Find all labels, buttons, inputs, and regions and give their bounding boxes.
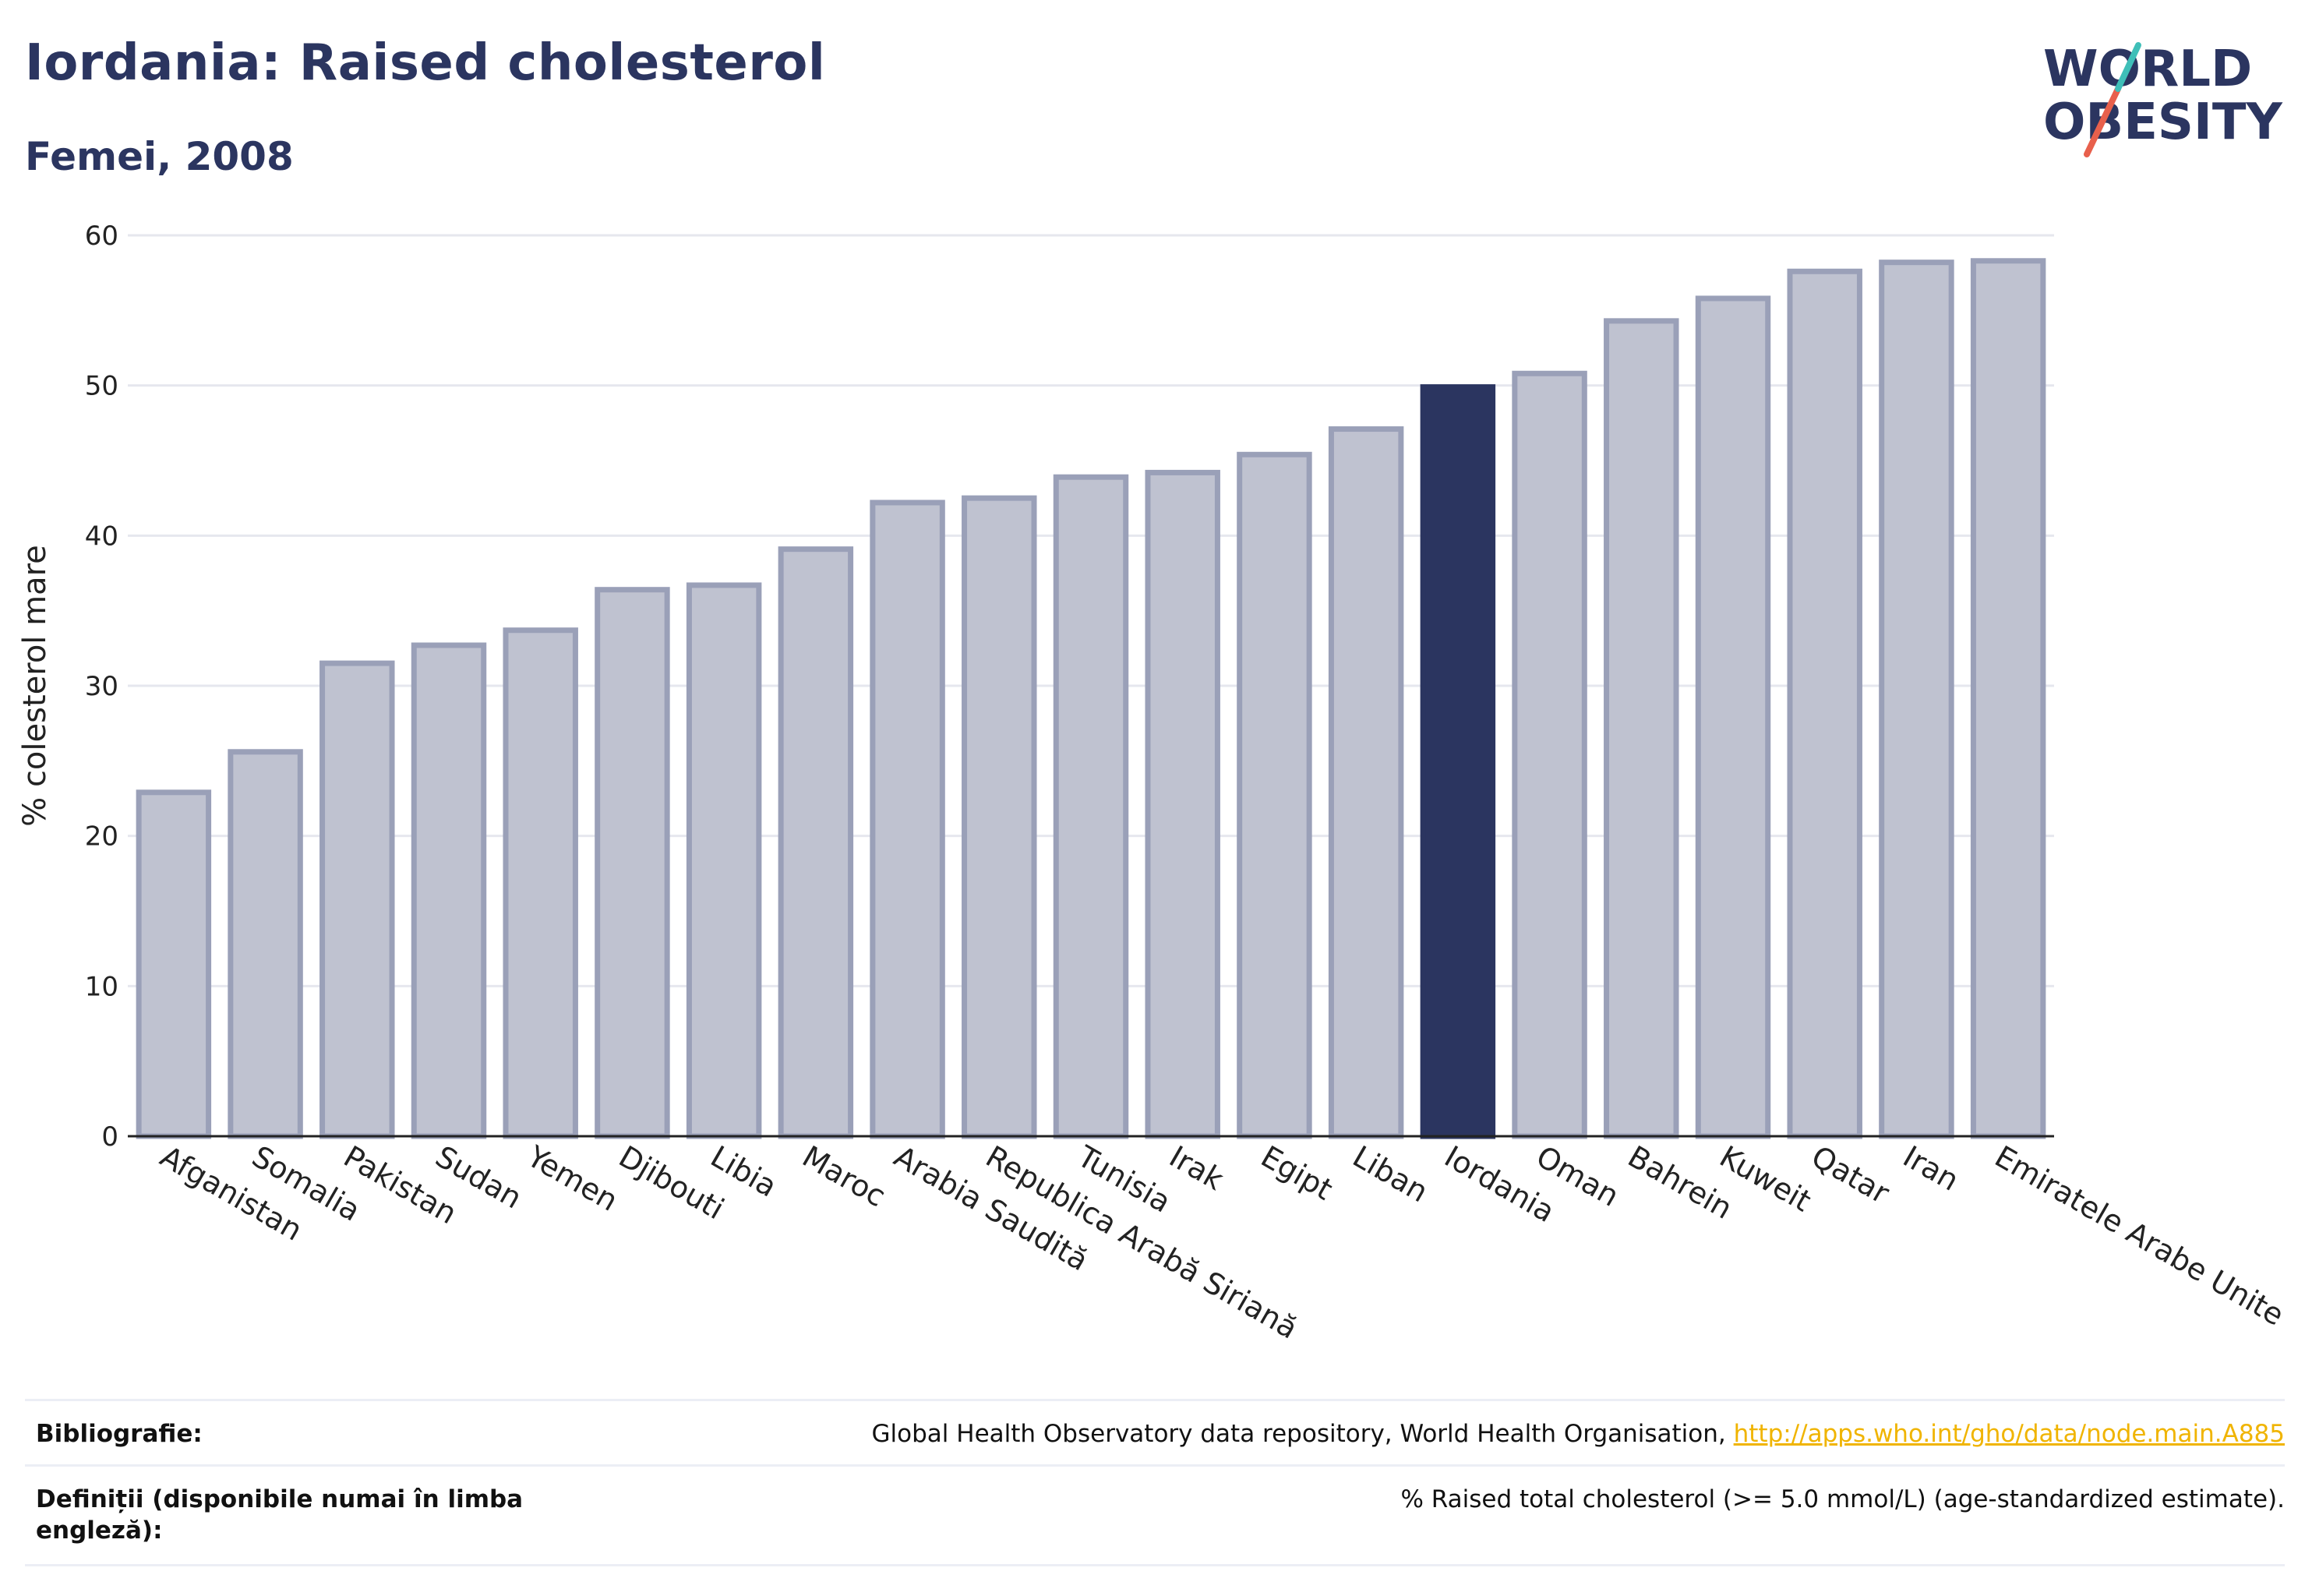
y-tick-label: 10 bbox=[85, 971, 118, 1002]
logo-teal-slash bbox=[2115, 42, 2141, 92]
definitions-label: Definiții (disponibile numai în limba en… bbox=[36, 1485, 524, 1545]
world-obesity-logo: WORLD OBESITY bbox=[2043, 41, 2282, 157]
y-axis-title: % colesterol mare bbox=[17, 545, 53, 827]
x-tick-label: Liban bbox=[1347, 1139, 1434, 1209]
y-tick-label: 20 bbox=[85, 821, 118, 853]
logo-line1: WORLD bbox=[2043, 41, 2252, 98]
x-tick-label: Iran bbox=[1897, 1139, 1964, 1198]
y-tick-label: 50 bbox=[85, 371, 118, 402]
bar-bahrein bbox=[1604, 318, 1679, 1139]
bibliography-label: Bibliografie: bbox=[36, 1420, 203, 1448]
bar-oman bbox=[1512, 370, 1587, 1139]
bibliography-value: Global Health Observatory data repositor… bbox=[872, 1418, 2285, 1449]
bar-arabia-saudită bbox=[870, 500, 945, 1139]
y-tick-label: 40 bbox=[85, 521, 118, 552]
bar-chart: 0 10 20 30 40 50 60 AfganistanSomaliaPakistanS… bbox=[17, 221, 2289, 1346]
x-axis-labels: AfganistanSomaliaPakistanSudanYemenDjibo… bbox=[154, 1139, 2289, 1345]
page-subtitle: Femei, 2008 bbox=[25, 134, 294, 179]
x-tick-label: Yemen bbox=[521, 1139, 623, 1218]
logo-red-slash bbox=[2084, 86, 2121, 157]
bar-yemen bbox=[503, 627, 578, 1139]
bar-sudan bbox=[411, 642, 487, 1139]
bar-irak bbox=[1145, 469, 1220, 1139]
x-tick-label: Egipt bbox=[1255, 1139, 1339, 1207]
bar-afganistan bbox=[136, 789, 212, 1139]
x-tick-label: Emiratele Arabe Unite bbox=[1989, 1139, 2290, 1333]
page-title: Iordania: Raised cholesterol bbox=[25, 34, 826, 92]
bar-libia bbox=[686, 582, 762, 1139]
bibliography-text: Global Health Observatory data repositor… bbox=[871, 1420, 1734, 1448]
bar-iran bbox=[1879, 260, 1954, 1139]
footer-bibliography-row: Bibliografie: Global Health Observatory … bbox=[25, 1399, 2285, 1467]
y-axis-ticks: 0 10 20 30 40 50 60 bbox=[85, 221, 118, 1153]
y-tick-label: 0 bbox=[101, 1121, 118, 1153]
bar-iordania bbox=[1420, 384, 1496, 1139]
bibliography-link[interactable]: http://apps.who.int/gho/data/node.main.A… bbox=[1733, 1420, 2285, 1448]
bar-maroc bbox=[778, 546, 854, 1139]
bar-pakistan bbox=[319, 660, 395, 1139]
bar-somalia bbox=[228, 749, 303, 1139]
x-tick-label: Qatar bbox=[1806, 1139, 1895, 1211]
bar-qatar bbox=[1787, 268, 1862, 1139]
x-tick-label: Maroc bbox=[796, 1139, 891, 1214]
footer-definitions-row: Definiții (disponibile numai în limba en… bbox=[25, 1464, 2285, 1566]
bar-tunisia bbox=[1053, 474, 1129, 1139]
bar-egipt bbox=[1237, 451, 1312, 1139]
bar-djibouti bbox=[595, 587, 670, 1139]
definitions-value: % Raised total cholesterol (>= 5.0 mmol/… bbox=[1400, 1485, 2285, 1513]
bar-republica-arabă-siriană bbox=[962, 495, 1037, 1139]
y-tick-label: 30 bbox=[85, 671, 118, 702]
chart-bars bbox=[136, 258, 2046, 1139]
y-tick-label: 60 bbox=[85, 221, 118, 252]
bar-kuweit bbox=[1695, 295, 1771, 1139]
x-tick-label: Bahrein bbox=[1622, 1139, 1738, 1226]
x-tick-label: Djibouti bbox=[613, 1139, 730, 1227]
bar-emiratele-arabe-unite bbox=[1970, 258, 2046, 1139]
logo-line2: OBESITY bbox=[2043, 94, 2282, 151]
bar-liban bbox=[1328, 426, 1404, 1139]
